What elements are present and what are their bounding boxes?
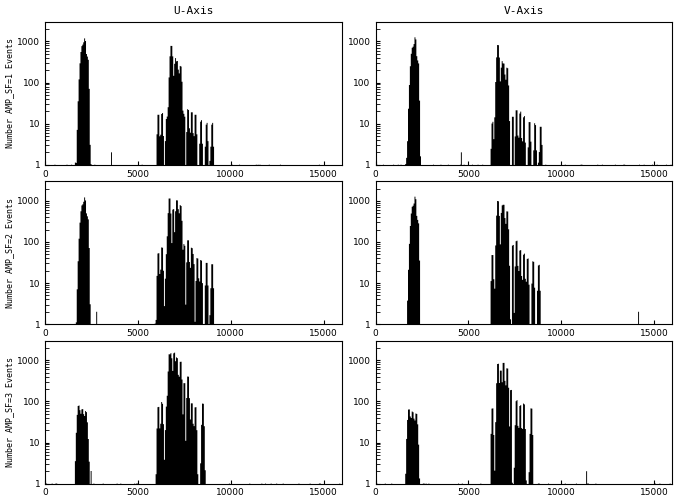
Title: V-Axis: V-Axis [504, 6, 544, 16]
Y-axis label: Number AMP_SF=3 Events: Number AMP_SF=3 Events [5, 357, 14, 467]
Y-axis label: Number AMP_SF=1 Events: Number AMP_SF=1 Events [5, 38, 14, 148]
Title: U-Axis: U-Axis [174, 6, 214, 16]
Y-axis label: Number AMP_SF=2 Events: Number AMP_SF=2 Events [5, 198, 14, 308]
